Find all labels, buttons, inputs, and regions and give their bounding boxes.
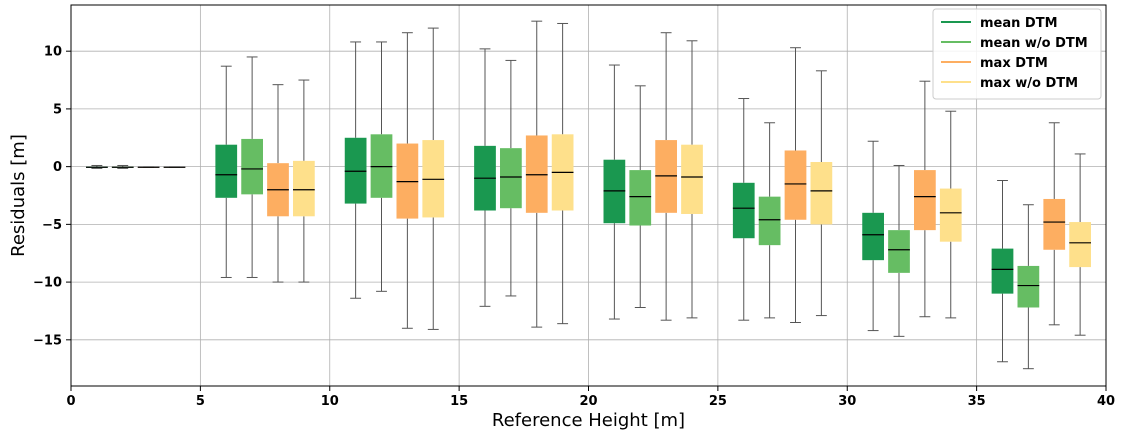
x-axis-label: Reference Height [m] <box>492 410 685 431</box>
series-3 <box>163 22 1091 336</box>
grid-lines <box>70 5 1107 386</box>
box-series <box>86 20 1091 370</box>
box <box>758 196 781 246</box>
box <box>939 188 962 242</box>
x-tick-label: 40 <box>1097 394 1115 409</box>
series-2 <box>137 20 1066 329</box>
box <box>914 170 936 231</box>
box <box>991 248 1014 294</box>
box <box>215 144 238 198</box>
y-tick-label: −10 <box>33 276 62 291</box>
series-0 <box>86 41 1014 363</box>
axis-ticks: 0 5 10 15 20 25 30 35 40 −15 −10 −5 0 5 10 <box>33 45 1115 409</box>
box <box>784 150 807 220</box>
y-tick-label: −5 <box>42 218 62 233</box>
y-tick-label: 5 <box>53 102 62 117</box>
box <box>1043 198 1066 250</box>
y-axis-label: Residuals [m] <box>8 134 29 257</box>
y-tick-label: 0 <box>53 160 62 175</box>
box <box>629 170 652 226</box>
x-tick-label: 0 <box>66 394 75 409</box>
box <box>1069 222 1091 268</box>
box <box>888 230 910 273</box>
legend-label: mean w/o DTM <box>980 36 1088 51</box>
legend-label: mean DTM <box>980 16 1058 31</box>
x-tick-label: 30 <box>838 394 856 409</box>
legend-label: max w/o DTM <box>980 76 1078 91</box>
box <box>500 148 522 209</box>
x-tick-label: 5 <box>196 394 205 409</box>
box <box>293 160 315 217</box>
box <box>241 138 263 195</box>
box <box>862 212 884 261</box>
legend-box <box>932 8 1102 100</box>
legend: mean DTM mean w/o DTM max DTM max w/o DTM <box>932 8 1102 100</box>
box <box>732 182 755 239</box>
box <box>681 144 703 214</box>
legend-label: max DTM <box>980 56 1048 71</box>
y-tick-label: −15 <box>33 333 62 348</box>
x-tick-label: 35 <box>968 394 986 409</box>
x-tick-label: 20 <box>579 394 597 409</box>
box <box>1017 265 1040 308</box>
y-tick-label: 10 <box>44 45 62 60</box>
series-1 <box>111 41 1040 370</box>
x-tick-label: 10 <box>321 394 339 409</box>
x-tick-label: 25 <box>709 394 727 409</box>
x-tick-label: 15 <box>450 394 468 409</box>
box <box>810 162 833 225</box>
